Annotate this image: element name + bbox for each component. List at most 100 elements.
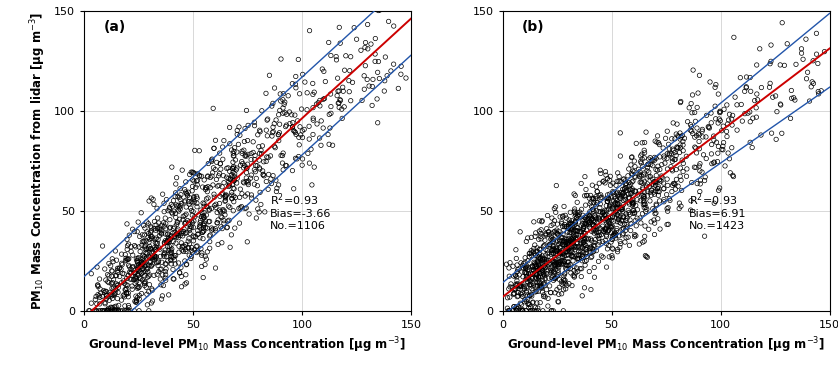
Point	[158, 231, 172, 237]
Point	[210, 210, 224, 216]
Point	[167, 238, 180, 244]
Point	[541, 213, 554, 219]
Point	[194, 246, 208, 252]
Point	[644, 219, 658, 225]
Point	[269, 177, 282, 183]
Point	[532, 263, 546, 269]
Point	[137, 260, 150, 266]
Point	[674, 165, 687, 171]
Point	[223, 183, 236, 189]
Point	[720, 128, 733, 135]
Point	[575, 274, 588, 280]
Point	[512, 304, 525, 310]
Point	[163, 206, 176, 212]
Point	[167, 208, 180, 214]
Point	[637, 192, 650, 198]
Point	[111, 282, 124, 288]
Point	[557, 242, 571, 248]
Point	[252, 144, 266, 150]
Point	[521, 279, 535, 285]
Point	[613, 208, 627, 214]
Point	[803, 98, 816, 104]
Point	[582, 222, 596, 228]
Point	[696, 128, 709, 134]
Point	[132, 255, 145, 261]
Point	[517, 261, 530, 267]
Point	[209, 228, 222, 234]
Point	[580, 249, 593, 255]
Point	[603, 218, 616, 224]
Point	[599, 212, 613, 218]
Point	[206, 170, 220, 176]
Point	[584, 287, 597, 293]
Point	[559, 262, 572, 268]
Point	[140, 266, 153, 273]
Point	[575, 229, 588, 235]
Point	[529, 233, 542, 240]
Point	[558, 271, 572, 277]
Point	[547, 269, 561, 275]
Point	[176, 217, 189, 223]
Point	[740, 84, 753, 90]
Point	[142, 308, 156, 314]
Point	[688, 110, 701, 116]
Point	[523, 254, 536, 260]
Point	[270, 185, 283, 191]
Point	[82, 308, 96, 314]
Point	[170, 203, 184, 209]
Point	[639, 204, 653, 210]
Point	[179, 241, 193, 247]
Point	[596, 210, 609, 216]
Point	[178, 243, 191, 249]
Point	[523, 282, 536, 288]
Point	[132, 308, 146, 314]
Point	[583, 224, 597, 230]
Point	[636, 239, 649, 245]
Point	[203, 206, 216, 212]
Point	[141, 265, 154, 271]
Point	[118, 308, 132, 314]
Point	[590, 184, 603, 190]
Point	[534, 254, 547, 260]
Point	[286, 124, 299, 130]
Point	[527, 308, 541, 314]
Point	[796, 56, 810, 62]
Point	[118, 303, 132, 309]
Point	[191, 231, 204, 237]
Point	[101, 308, 114, 314]
Point	[519, 265, 532, 271]
Point	[175, 201, 189, 207]
Point	[726, 112, 739, 118]
Point	[203, 245, 216, 251]
Point	[685, 124, 698, 130]
Point	[109, 308, 122, 314]
Point	[248, 123, 261, 129]
Point	[121, 256, 134, 262]
Point	[533, 264, 546, 270]
Point	[372, 58, 385, 64]
Point	[222, 203, 235, 209]
Point	[132, 266, 145, 273]
Point	[108, 290, 122, 296]
Point	[286, 124, 299, 130]
Point	[225, 172, 239, 178]
Point	[555, 221, 568, 227]
Point	[590, 226, 603, 232]
Point	[556, 280, 570, 286]
Point	[670, 152, 683, 158]
Point	[535, 267, 549, 273]
Point	[685, 110, 699, 116]
Point	[87, 308, 101, 314]
Point	[534, 233, 547, 240]
Point	[249, 197, 262, 203]
Point	[100, 288, 113, 294]
Point	[670, 121, 684, 127]
Point	[147, 201, 161, 207]
Point	[668, 136, 681, 142]
Point	[525, 253, 538, 259]
Text: R$^2$=0.93
Bias=6.91
No.=1423: R$^2$=0.93 Bias=6.91 No.=1423	[689, 191, 747, 231]
Point	[584, 214, 597, 220]
Point	[671, 183, 685, 189]
Point	[535, 227, 548, 233]
Point	[594, 209, 608, 215]
